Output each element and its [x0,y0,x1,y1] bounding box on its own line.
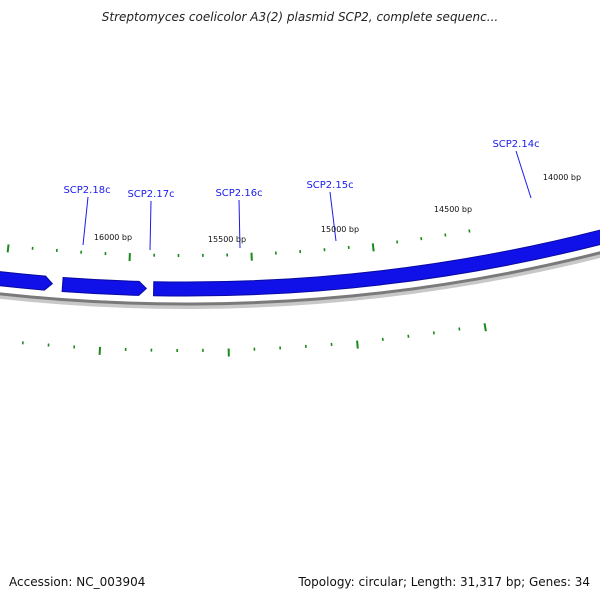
leader-line-1 [82,196,89,246]
backbone-shadow [0,251,600,309]
gene-label-2[interactable]: SCP2.17c [127,189,174,200]
gene-label-4[interactable]: SCP2.15c [306,180,353,191]
scale-label-2: 15500 bp [208,235,246,244]
outer-tick-minor [468,229,471,233]
inner-scale-ticks [21,323,487,357]
page-title: Streptomyces coelicolor A3(2) plasmid SC… [101,10,499,24]
scale-label-5: 14000 bp [543,173,581,182]
backbone-line [0,251,600,306]
gene-track[interactable] [0,217,600,297]
leader-line-2 [149,200,152,251]
summary-text: Topology: circular; Length: 31,317 bp; G… [298,575,590,589]
gene-arrow-5 [61,276,148,296]
label-leaders [82,150,532,251]
gene-labels[interactable]: SCP2.18c SCP2.17c SCP2.16c SCP2.15c SCP2.14c [63,139,539,200]
outer-scale-ticks [6,229,471,262]
gene-label-1[interactable]: SCP2.18c [63,185,110,196]
gene-label-3[interactable]: SCP2.16c [215,188,262,199]
leader-line-5 [515,150,532,199]
gene-arrow-6 [153,229,600,297]
outer-tick-major [371,243,375,252]
scale-label-4: 14500 bp [434,205,472,214]
scale-label-3: 15000 bp [321,225,359,234]
outer-tick-major [6,244,10,253]
inner-tick-major [483,323,487,332]
backbone-circle [0,251,600,309]
accession-text: Accession: NC_003904 [9,575,146,589]
scale-label-1: 16000 bp [94,233,132,242]
leader-line-4 [329,191,337,242]
inner-tick-major [356,340,359,349]
gene-arrow-4 [0,271,54,291]
scale-labels: 16000 bp 15500 bp 15000 bp 14500 bp 14000 bp [94,173,581,244]
leader-line-3 [238,199,241,249]
gene-label-5[interactable]: SCP2.14c [492,139,539,150]
